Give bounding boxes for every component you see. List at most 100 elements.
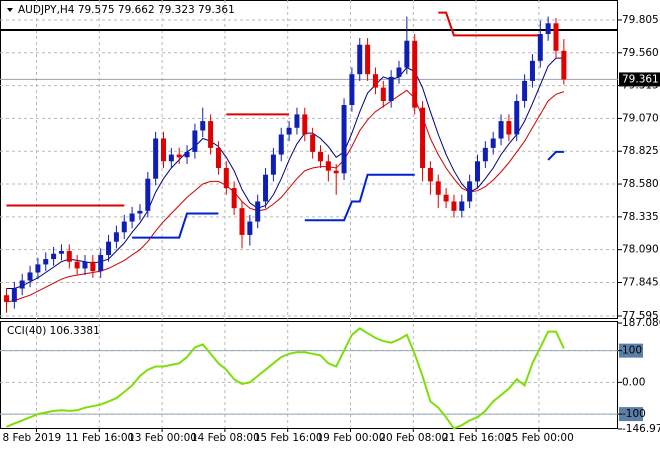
menu-arrow[interactable] bbox=[7, 8, 13, 12]
candle-body bbox=[318, 151, 323, 162]
candle-body bbox=[200, 121, 206, 131]
candle-body bbox=[208, 121, 214, 148]
candle-body bbox=[192, 130, 198, 152]
level-label-box bbox=[619, 343, 643, 358]
candle-body bbox=[467, 181, 473, 202]
cci-frame bbox=[0, 321, 618, 429]
candle-body bbox=[145, 178, 151, 211]
candle-body bbox=[380, 87, 386, 101]
candle-body bbox=[459, 201, 465, 211]
candle-body bbox=[263, 174, 269, 202]
candle-body bbox=[427, 167, 433, 182]
candle-body bbox=[247, 221, 253, 235]
candle-body bbox=[482, 147, 488, 162]
candle-body bbox=[168, 154, 174, 162]
candle-body bbox=[333, 170, 339, 174]
candle-body bbox=[58, 251, 64, 254]
candle-body bbox=[529, 60, 535, 81]
candle-body bbox=[27, 272, 33, 281]
y-tick-label: 77.845 bbox=[622, 277, 659, 289]
x-tick-label: 25 Feb 00:00 bbox=[505, 432, 574, 444]
candle-body bbox=[43, 259, 49, 265]
current-price-box bbox=[619, 72, 660, 87]
candle-body bbox=[365, 44, 371, 75]
candle-body bbox=[153, 138, 159, 179]
main-frame bbox=[0, 0, 618, 319]
candle-body bbox=[506, 121, 512, 135]
y-tick-label: -100 bbox=[622, 408, 646, 420]
y-tick-label: 78.825 bbox=[622, 145, 659, 157]
y-tick-label: 0.00 bbox=[622, 376, 645, 388]
candle-body bbox=[90, 261, 96, 272]
candle-body bbox=[223, 167, 229, 189]
candle-body bbox=[443, 194, 449, 202]
x-tick-label: 11 Feb 16:00 bbox=[65, 432, 134, 444]
candle-body bbox=[106, 241, 112, 256]
x-tick-label: 19 Feb 00:00 bbox=[317, 432, 386, 444]
candle-body bbox=[420, 107, 426, 168]
candle-body bbox=[412, 40, 418, 108]
x-tick-label: 8 Feb 2019 bbox=[3, 432, 62, 444]
candle-body bbox=[286, 127, 292, 135]
y-tick-label: 78.335 bbox=[622, 211, 659, 223]
candle-body bbox=[19, 280, 25, 289]
candle-body bbox=[129, 213, 135, 222]
x-tick-label: 15 Feb 16:00 bbox=[254, 432, 323, 444]
candle-body bbox=[349, 74, 355, 106]
candle-body bbox=[176, 154, 182, 158]
candle-body bbox=[475, 161, 480, 182]
candle-body bbox=[184, 151, 190, 158]
series-line bbox=[132, 150, 564, 239]
y-tick-label: 78.090 bbox=[622, 244, 659, 256]
candle-body bbox=[255, 201, 261, 222]
cci-title: CCI(40) 106.3381 bbox=[7, 325, 100, 337]
candle-body bbox=[82, 261, 88, 269]
candle-body bbox=[278, 134, 284, 155]
x-tick-label: 14 Feb 08:00 bbox=[191, 432, 260, 444]
candle-body bbox=[51, 253, 57, 260]
candle-body bbox=[522, 80, 528, 101]
candle-body bbox=[35, 264, 41, 273]
y-tick-label: 79.070 bbox=[622, 112, 659, 124]
candle-body bbox=[514, 100, 520, 135]
candle-body bbox=[341, 105, 347, 174]
candle-body bbox=[161, 138, 166, 162]
y-tick-label: 78.580 bbox=[622, 178, 659, 190]
candle-body bbox=[4, 295, 9, 302]
x-tick-label: 13 Feb 00:00 bbox=[128, 432, 197, 444]
candle-body bbox=[98, 255, 104, 272]
y-tick-label: -146.9735 bbox=[622, 423, 660, 435]
series-line bbox=[6, 11, 541, 207]
candle-body bbox=[388, 76, 394, 101]
candle-body bbox=[396, 67, 402, 77]
candle-body bbox=[137, 210, 143, 214]
candle-body bbox=[545, 23, 551, 35]
candle-body bbox=[537, 34, 543, 61]
candle-body bbox=[74, 261, 80, 269]
current-price-label: 79.361 bbox=[622, 73, 659, 85]
x-tick-label: 20 Feb 08:00 bbox=[379, 432, 448, 444]
candle-body bbox=[490, 138, 496, 148]
candle-body bbox=[302, 114, 308, 135]
candle-body bbox=[310, 134, 316, 152]
candle-body bbox=[121, 221, 127, 233]
candle-body bbox=[113, 232, 119, 242]
y-tick-label: 187.0869 bbox=[622, 317, 660, 329]
candle-body bbox=[294, 114, 300, 128]
candle-body bbox=[435, 181, 441, 195]
candle-body bbox=[11, 288, 17, 302]
chart-title: AUDJPY,H4 79.575 79.662 79.323 79.361 bbox=[18, 4, 235, 16]
y-tick-label: 79.805 bbox=[622, 14, 659, 26]
level-label-box bbox=[619, 407, 643, 422]
series-line bbox=[6, 327, 565, 430]
candle-body bbox=[66, 251, 72, 262]
candle-body bbox=[231, 188, 237, 209]
y-tick-label: 77.595 bbox=[622, 310, 659, 322]
y-tick-label: 100 bbox=[622, 345, 642, 357]
candle-body bbox=[561, 50, 567, 80]
candle-body bbox=[239, 208, 245, 235]
candle-body bbox=[404, 40, 410, 68]
